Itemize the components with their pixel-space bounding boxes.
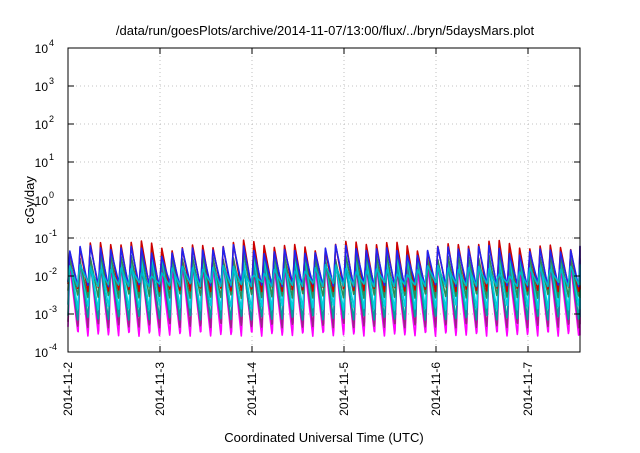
y-tick-label: 10: [35, 346, 49, 360]
y-tick-label: 10: [35, 118, 49, 132]
x-tick-label: 2014-11-6: [429, 362, 443, 416]
y-tick-label: 10: [35, 42, 49, 56]
x-tick-label: 2014-11-3: [153, 362, 167, 416]
x-tick-label: 2014-11-2: [61, 362, 75, 416]
x-tick-label: 2014-11-5: [337, 362, 351, 416]
y-tick-label: 10: [35, 232, 49, 246]
y-tick-exponent: 0: [49, 190, 54, 200]
series-line: [67, 244, 581, 288]
x-axis: 2014-11-2 2014-11-3 2014-11-4 2014-11-5 2014…: [61, 48, 535, 416]
x-tick-label: 2014-11-4: [245, 362, 259, 416]
y-tick-exponent: -3: [49, 304, 57, 314]
y-tick-label: 10: [35, 156, 49, 170]
chart-title: /data/run/goesPlots/archive/2014-11-07/1…: [116, 23, 535, 38]
y-axis-label: cGy/day: [22, 176, 37, 224]
y-tick-exponent: -4: [49, 342, 57, 352]
y-tick-exponent: 2: [49, 114, 54, 124]
y-tick-exponent: -1: [49, 228, 57, 238]
x-tick-label: 2014-11-7: [521, 362, 535, 416]
series-group: [67, 239, 581, 337]
y-tick-label: 10: [35, 194, 49, 208]
y-tick-exponent: -2: [49, 266, 57, 276]
y-tick-exponent: 1: [49, 152, 54, 162]
y-tick-label: 10: [35, 80, 49, 94]
y-tick-label: 10: [35, 308, 49, 322]
y-tick-exponent: 4: [49, 38, 54, 48]
x-axis-label: Coordinated Universal Time (UTC): [224, 430, 423, 445]
series-line: [67, 263, 581, 288]
y-tick-exponent: 3: [49, 76, 54, 86]
y-tick-label: 10: [35, 270, 49, 284]
